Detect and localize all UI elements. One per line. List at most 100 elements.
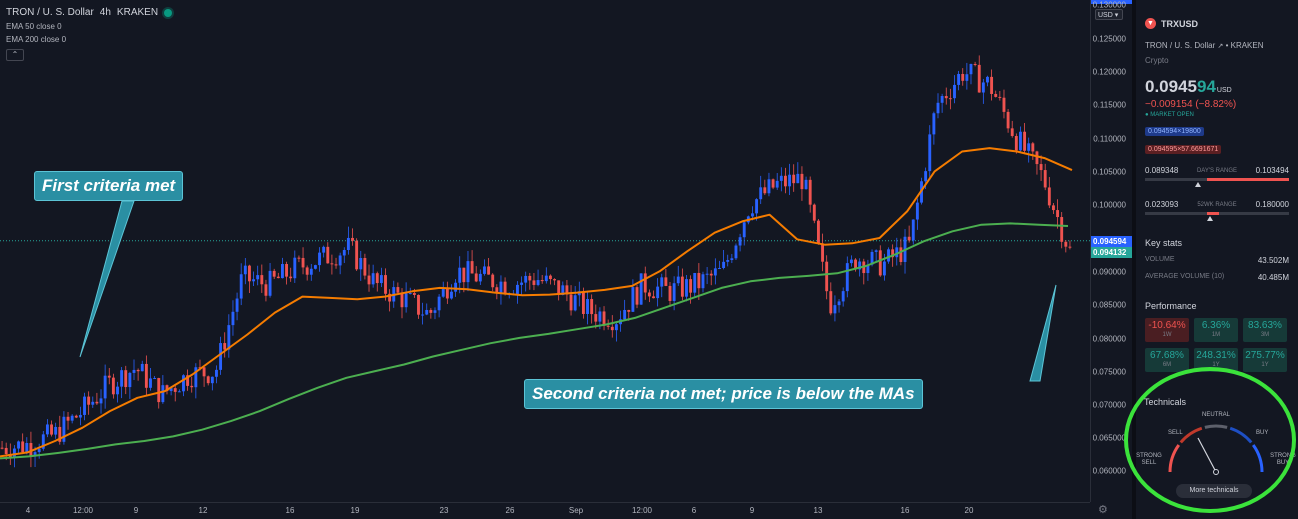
candle-body [973,63,977,65]
price-chart[interactable] [0,0,1090,502]
candle-body [21,441,25,453]
time-tick: 12:00 [72,506,94,515]
candle-body [948,98,952,100]
interval-label[interactable]: 4h [99,7,111,18]
indicator-ema50[interactable]: EMA 50 close 0 [6,22,62,31]
time-axis[interactable]: 4 12:00 9 12 16 19 23 26 Sep 12:00 6 9 13 16 20 [0,502,1090,519]
chart-area[interactable]: TRON / U. S. Dollar 4h KRAKEN EMA 50 clo… [0,0,1090,502]
candle-body [561,285,565,296]
candle-body [388,293,392,302]
symbol-header[interactable]: ▼ TRXUSD [1145,18,1289,29]
candle-body [635,287,639,305]
candle-body [128,372,132,388]
symbol-name: TRXUSD [1161,18,1199,29]
candle-body [767,179,771,194]
price-tick: 0.125000 [1092,34,1126,44]
candle-body [565,285,569,295]
candle-body [487,266,491,275]
candle-body [404,293,408,308]
candle-body [425,309,429,315]
candle-body [301,257,305,268]
avg-volume-row: AVERAGE VOLUME (10) 40.485M [1145,273,1289,282]
ema200-line[interactable] [0,222,1069,460]
external-link-icon[interactable]: ↗ [1217,43,1224,50]
gauge-neutral-label: NEUTRAL [1202,412,1231,418]
candle-body [1052,205,1055,211]
price-highlight: 94 [1197,77,1216,96]
gauge-arc [1168,444,1181,473]
candle-body [730,258,734,261]
candle-body [581,291,585,314]
wk52-range-high: 0.180000 [1255,200,1289,209]
candle-body [202,367,206,377]
candle-body [610,326,614,331]
symbol-title: TRON / U. S. Dollar [6,7,94,18]
candle-body [627,309,631,312]
candle-body [685,279,688,297]
panel-divider[interactable] [1132,0,1136,519]
candle-body [478,273,482,282]
candle-body [540,280,544,282]
candle-body [169,388,173,392]
candle-body [276,276,280,279]
candle-body [491,274,495,288]
performance-cell[interactable]: 67.68% 6M [1145,348,1189,372]
candle-body [998,96,1002,98]
currency-select[interactable]: USD ▾ [1095,9,1123,20]
indicator-ema200[interactable]: EMA 200 close 0 [6,35,67,44]
price-axis[interactable]: USD ▾ 0.130000 0.125000 0.120000 0.115000 0.… [1090,0,1133,502]
candle-body [330,263,334,265]
annotation-second-pointer [1029,284,1057,382]
key-stats-title[interactable]: Key stats [1145,238,1183,248]
candle-body [1056,210,1060,218]
candle-body [264,284,268,296]
wk52-range-bar [1145,212,1289,221]
wk52-range-low: 0.023093 [1145,200,1179,209]
candle-body [8,454,12,458]
candle-body [248,265,251,282]
performance-cell[interactable]: 83.63% 3M [1243,318,1287,342]
candle-body [738,237,742,246]
candle-body [408,293,412,295]
candle-body [709,273,713,276]
candle-body [309,268,313,275]
chevron-up-icon[interactable]: ⌃ [6,49,24,61]
avg-volume-value: 40.485M [1257,273,1289,282]
second-price-tag: 0.094132 [1091,247,1132,258]
performance-cell[interactable]: -10.64% 1W [1145,318,1189,342]
performance-title[interactable]: Performance [1145,301,1197,311]
candle-body [874,250,878,252]
candle-body [58,426,62,442]
more-technicals-button[interactable]: More technicals [1176,484,1252,498]
performance-cell[interactable]: 6.36% 1M [1194,318,1238,342]
time-tick: 12:00 [631,506,653,515]
candle-body [899,247,903,262]
candle-body [289,276,293,279]
days-range-label: DAY'S RANGE [1196,167,1238,174]
symbol-full-name[interactable]: TRON / U. S. Dollar ↗ • KRAKEN [1145,41,1289,50]
candle-body [280,264,284,279]
time-tick: 26 [505,506,515,515]
gauge-arc [1179,426,1203,444]
candle-body [50,424,53,435]
legend-title[interactable]: TRON / U. S. Dollar 4h KRAKEN [6,7,173,18]
performance-cell[interactable]: 275.77% 1Y [1243,348,1287,372]
candle-body [928,134,932,172]
candle-body [116,386,119,395]
candle-body [198,367,202,369]
technicals-gauge[interactable] [1136,410,1298,485]
performance-grid: -10.64% 1W 6.36% 1M 83.63% 3M 67.68% 6M 248.31% 1… [1145,318,1289,372]
ema50-line[interactable] [0,147,1073,458]
candle-body [1064,241,1068,247]
candle-body [841,291,845,302]
technicals-title[interactable]: Technicals [1144,397,1187,407]
performance-period: 3M [1260,332,1270,338]
gear-icon[interactable]: ⚙ [1098,504,1108,516]
candle-body [887,249,890,262]
full-name-text: TRON / U. S. Dollar [1145,41,1216,50]
candle-body [837,301,841,306]
candle-body [639,273,643,305]
candle-body [107,375,111,378]
performance-cell[interactable]: 248.31% 1Y [1194,348,1238,372]
candle-body [1039,164,1043,171]
